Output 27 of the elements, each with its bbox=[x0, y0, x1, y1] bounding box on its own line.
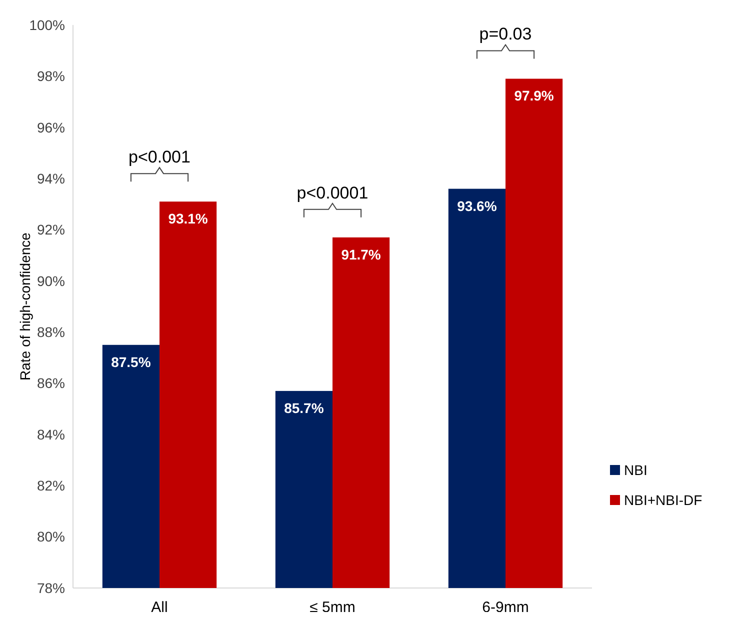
y-tick-label: 82% bbox=[36, 478, 65, 494]
legend-label: NBI+NBI-DF bbox=[624, 492, 702, 508]
text: 85.7% bbox=[284, 400, 324, 416]
y-tick-label: 80% bbox=[36, 528, 65, 545]
text: 97.9% bbox=[514, 88, 554, 104]
y-tick-label: 86% bbox=[36, 375, 65, 392]
annotation: p<0.0001 bbox=[296, 183, 368, 202]
annotation: p=0.03 bbox=[479, 24, 532, 44]
text: 93.6% bbox=[457, 198, 497, 214]
y-tick-label: 98% bbox=[36, 68, 65, 84]
text: 87.5% bbox=[111, 354, 151, 370]
y-tick-label: 92% bbox=[36, 222, 65, 238]
y-tick-label: 78% bbox=[36, 580, 65, 596]
x-tick-label: All bbox=[151, 599, 168, 616]
y-tick-label: 96% bbox=[36, 119, 65, 136]
y-tick-label: 84% bbox=[36, 426, 65, 442]
annotation: p<0.001 bbox=[128, 148, 190, 167]
y-axis-title: Rate of high-confidence bbox=[17, 232, 33, 380]
x-tick-label: ≤ 5mm bbox=[310, 599, 356, 616]
y-tick-label: 100% bbox=[29, 16, 65, 33]
x-tick-label: 6-9mm bbox=[482, 599, 529, 616]
legend-label: NBI bbox=[624, 462, 648, 478]
y-tick-label: 90% bbox=[36, 272, 65, 289]
text: 93.1% bbox=[168, 210, 208, 227]
text: 91.7% bbox=[341, 246, 381, 262]
y-tick-label: 88% bbox=[36, 324, 65, 340]
y-tick-label: 94% bbox=[36, 170, 65, 186]
